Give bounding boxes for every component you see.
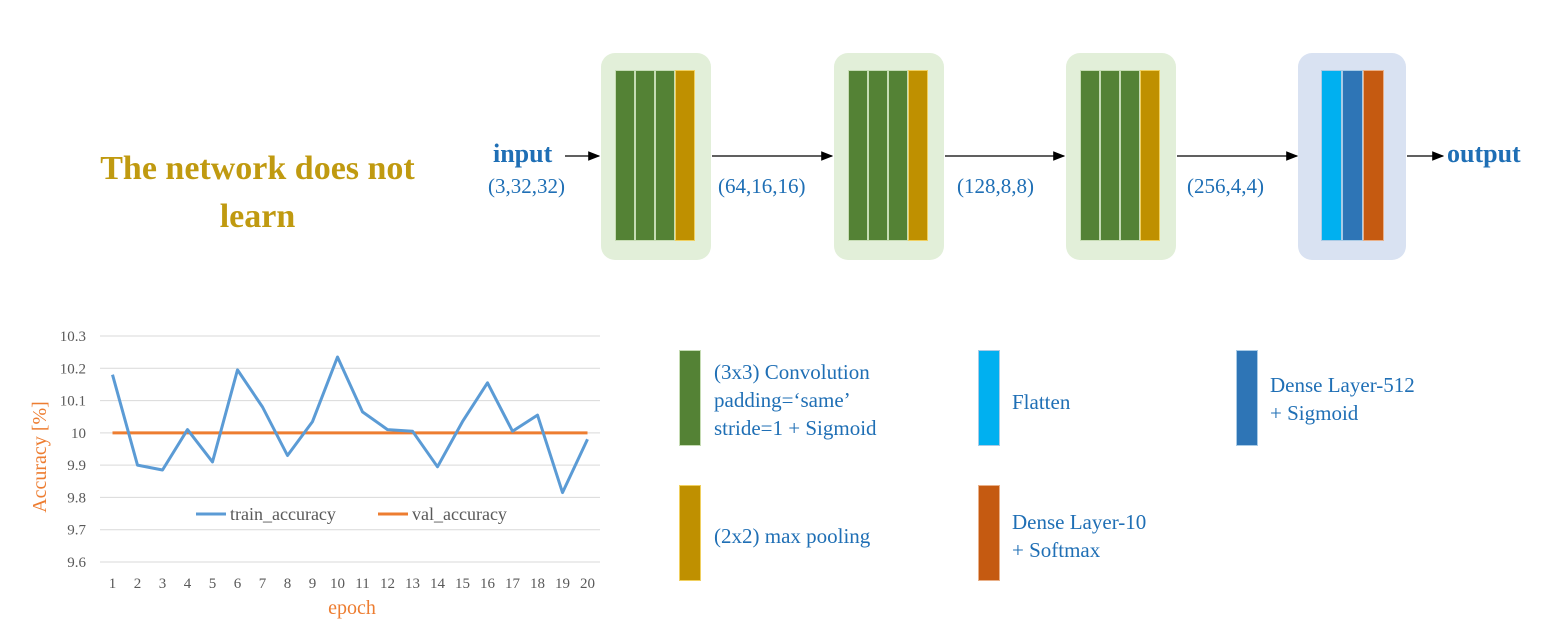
x-tick-label: 5	[209, 576, 217, 592]
y-tick-label: 10.2	[60, 361, 86, 377]
legend-text-dense10: Dense Layer-10 + Softmax	[1012, 510, 1147, 562]
x-tick-label: 16	[480, 576, 496, 592]
x-tick-label: 9	[309, 576, 317, 592]
y-tick-label: 10.1	[60, 394, 86, 410]
x-tick-label: 6	[234, 576, 242, 592]
pool-layer	[675, 70, 695, 241]
architecture-arrows	[565, 151, 1445, 161]
legend-swatch-conv	[679, 350, 701, 446]
x-axis-title: epoch	[328, 597, 376, 619]
legend-text-flatten: Flatten	[1012, 390, 1071, 414]
x-tick-label: 2	[134, 576, 142, 592]
pool-layer	[908, 70, 928, 241]
conv-layer	[1120, 70, 1140, 241]
x-tick-label: 7	[259, 576, 267, 592]
dense-block	[1298, 53, 1406, 260]
headline: The network does not learn	[100, 150, 415, 235]
conv-block-3	[1066, 53, 1176, 260]
x-tick-label: 17	[505, 576, 521, 592]
legend-swatch-flatten	[978, 350, 1000, 446]
x-tick-label: 1	[109, 576, 117, 592]
y-tick-label: 9.7	[67, 523, 86, 539]
conv-layer	[615, 70, 635, 241]
dense512-layer	[1342, 70, 1363, 241]
x-tick-label: 8	[284, 576, 292, 592]
y-tick-label: 9.6	[67, 555, 86, 571]
input-label: input	[493, 139, 553, 168]
legend-text-conv: (3x3) Convolution padding=‘same’ stride=…	[714, 360, 877, 440]
flatten-layer	[1321, 70, 1342, 241]
output-label: output	[1447, 139, 1521, 168]
legend-label-val-accuracy: val_accuracy	[412, 504, 507, 524]
legend-swatch-dense512	[1236, 350, 1258, 446]
dim-label-block2: (128,8,8)	[957, 174, 1034, 198]
legend-swatch-pool	[679, 485, 701, 581]
conv-layer	[868, 70, 888, 241]
legend-swatch-dense10	[978, 485, 1000, 581]
y-tick-label: 9.8	[67, 490, 86, 506]
x-tick-label: 10	[330, 576, 345, 592]
x-tick-label: 11	[355, 576, 369, 592]
dim-label-block1: (64,16,16)	[718, 174, 806, 198]
x-tick-label: 15	[455, 576, 470, 592]
conv-layer	[655, 70, 675, 241]
x-tick-label: 18	[530, 576, 545, 592]
y-tick-label: 10	[71, 426, 86, 442]
series-line-train-accuracy	[111, 355, 589, 495]
conv-layer	[888, 70, 908, 241]
conv-block-2	[834, 53, 944, 260]
conv-layer	[1080, 70, 1100, 241]
pool-layer	[1140, 70, 1160, 241]
legend-text-dense512: Dense Layer-512 + Sigmoid	[1270, 373, 1415, 425]
dim-label-block3: (256,4,4)	[1187, 174, 1264, 198]
x-tick-label: 12	[380, 576, 395, 592]
x-tick-label: 14	[430, 576, 446, 592]
conv-layer	[1100, 70, 1120, 241]
legend-text-pool: (2x2) max pooling	[714, 524, 871, 548]
x-tick-label: 3	[159, 576, 167, 592]
x-tick-label: 13	[405, 576, 420, 592]
x-tick-label: 19	[555, 576, 570, 592]
y-axis-title: Accuracy [%]	[29, 401, 51, 513]
dim-label-input: (3,32,32)	[488, 174, 565, 198]
y-tick-label: 10.3	[60, 329, 86, 345]
legend-label-train-accuracy: train_accuracy	[230, 504, 336, 524]
dense10-layer	[1363, 70, 1384, 241]
conv-block-1	[601, 53, 711, 260]
y-tick-label: 9.9	[67, 458, 86, 474]
conv-layer	[848, 70, 868, 241]
x-tick-label: 20	[580, 576, 595, 592]
x-tick-label: 4	[184, 576, 192, 592]
conv-layer	[635, 70, 655, 241]
